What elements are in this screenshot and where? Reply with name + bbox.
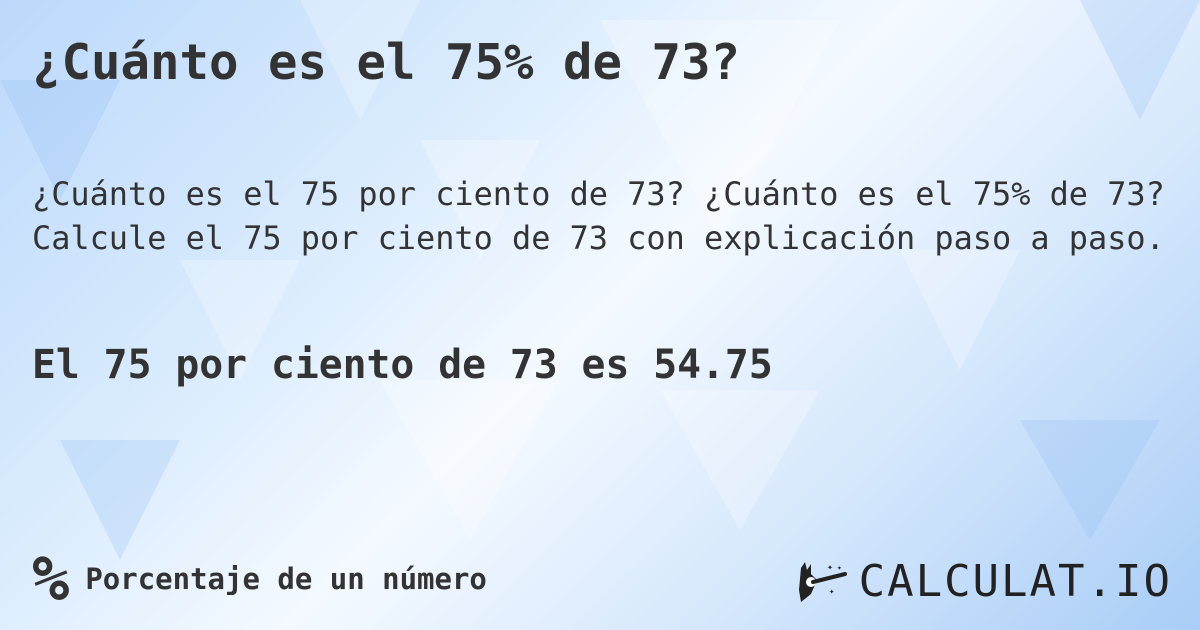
svg-text:✦: ✦	[837, 563, 842, 572]
magic-hand-icon: ✦ ✦ ✦	[798, 561, 847, 602]
description-line-2: Calcule el 75 por ciento de 73 con expli…	[32, 219, 1165, 257]
logo-text: CALCULAT.IO	[858, 556, 1172, 607]
page-title: ¿Cuánto es el 75% de 73?	[32, 34, 741, 91]
svg-text:✦: ✦	[829, 587, 835, 597]
svg-text:✦: ✦	[827, 562, 833, 573]
percent-icon: %	[32, 542, 70, 615]
result-text: El 75 por ciento de 73 es 54.75	[32, 342, 773, 388]
description: ¿Cuánto es el 75 por ciento de 73? ¿Cuán…	[32, 172, 1165, 260]
footer-category: % Porcentaje de un número	[32, 548, 487, 610]
description-line-1: ¿Cuánto es el 75 por ciento de 73? ¿Cuán…	[32, 175, 1165, 213]
calculat-logo[interactable]: ✦ ✦ ✦ CALCULAT.IO	[797, 556, 1172, 607]
category-label: Porcentaje de un número	[85, 562, 487, 596]
